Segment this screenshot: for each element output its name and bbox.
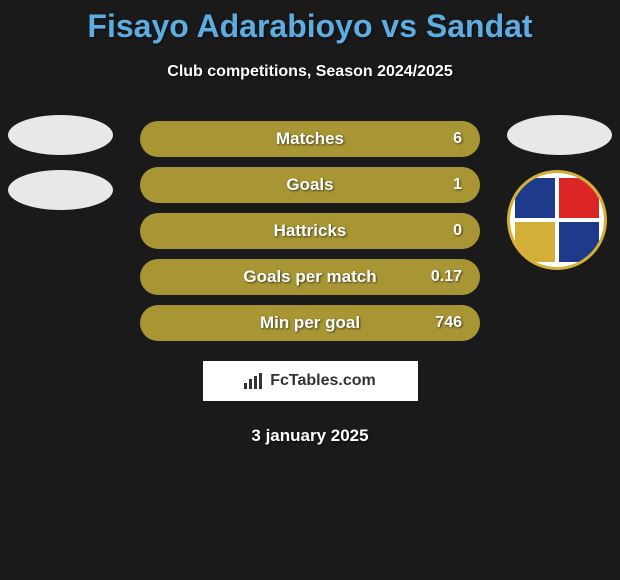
- player2-avatar-placeholder: [507, 115, 612, 155]
- player-left-avatars: [8, 115, 113, 225]
- stat-label: Goals per match: [243, 267, 376, 287]
- stat-row-goals: Goals 1: [140, 167, 480, 203]
- stat-value: 1: [453, 176, 462, 194]
- stat-value: 6: [453, 130, 462, 148]
- stat-label: Min per goal: [260, 313, 360, 333]
- logo-text: FcTables.com: [270, 372, 376, 390]
- stat-label: Goals: [286, 175, 333, 195]
- club1-avatar-placeholder: [8, 170, 113, 210]
- player1-avatar-placeholder: [8, 115, 113, 155]
- page-title: Fisayo Adarabioyo vs Sandat: [0, 8, 620, 45]
- subtitle: Club competitions, Season 2024/2025: [0, 63, 620, 81]
- stat-row-hattricks: Hattricks 0: [140, 213, 480, 249]
- stat-value: 746: [435, 314, 462, 332]
- club2-badge: [507, 170, 607, 270]
- player-right-avatars: [507, 115, 612, 270]
- fctables-logo: FcTables.com: [203, 361, 418, 401]
- stat-row-matches: Matches 6: [140, 121, 480, 157]
- stat-row-goals-per-match: Goals per match 0.17: [140, 259, 480, 295]
- stats-container: Matches 6 Goals 1 Hattricks 0 Goals per …: [140, 121, 480, 341]
- date-label: 3 january 2025: [0, 426, 620, 446]
- stat-value: 0.17: [431, 268, 462, 286]
- stat-row-min-per-goal: Min per goal 746: [140, 305, 480, 341]
- stat-label: Matches: [276, 129, 344, 149]
- chart-icon: [244, 373, 264, 389]
- stat-label: Hattricks: [274, 221, 347, 241]
- stat-value: 0: [453, 222, 462, 240]
